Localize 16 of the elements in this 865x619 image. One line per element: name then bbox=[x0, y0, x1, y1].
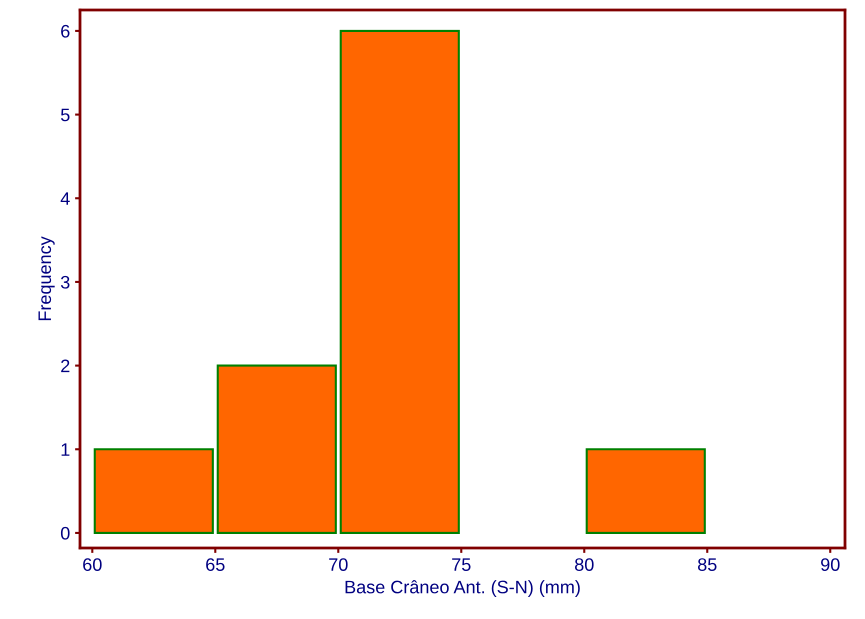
x-tick-label: 80 bbox=[575, 558, 594, 571]
y-tick-label: 0 bbox=[60, 526, 70, 540]
x-tick-label: 65 bbox=[206, 558, 225, 571]
y-tick-label: 5 bbox=[60, 108, 70, 122]
y-axis-title: Frequency bbox=[38, 236, 55, 320]
x-tick-label: 70 bbox=[329, 558, 348, 571]
x-tick-label: 60 bbox=[83, 558, 102, 571]
x-tick-label: 85 bbox=[698, 558, 717, 571]
y-tick-label: 1 bbox=[62, 443, 70, 456]
y-tick-label: 3 bbox=[60, 276, 70, 289]
x-tick-label: 90 bbox=[821, 558, 840, 571]
y-tick-label: 4 bbox=[60, 192, 70, 205]
x-tick-label: 75 bbox=[452, 558, 471, 571]
x-axis-title: Base Crâneo Ant. (S-N) (mm) bbox=[346, 580, 580, 597]
y-tick-label: 6 bbox=[61, 24, 70, 38]
y-tick-label: 2 bbox=[61, 360, 70, 372]
